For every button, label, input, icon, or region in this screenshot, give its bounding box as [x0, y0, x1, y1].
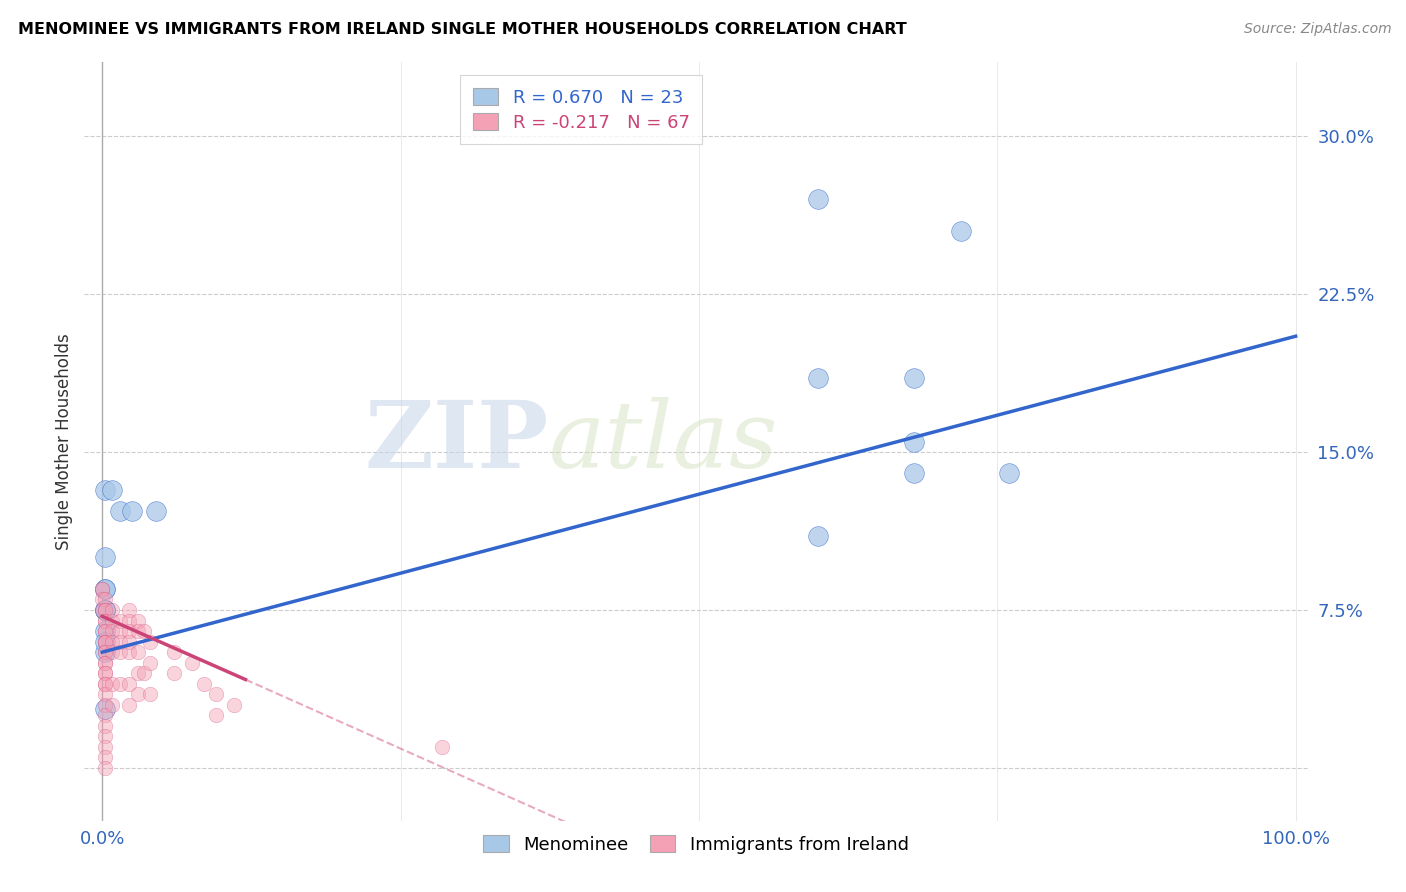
Point	[93, 730, 115, 744]
Point	[903, 434, 925, 449]
Point	[108, 634, 131, 648]
Point	[93, 624, 115, 639]
Point	[93, 634, 115, 648]
Point	[132, 624, 155, 639]
Text: ZIP: ZIP	[366, 397, 550, 486]
Point	[163, 645, 186, 659]
Point	[93, 614, 115, 628]
Point	[93, 603, 115, 617]
Point	[117, 603, 139, 617]
Point	[101, 624, 124, 639]
Point	[101, 677, 124, 691]
Text: Source: ZipAtlas.com: Source: ZipAtlas.com	[1244, 22, 1392, 37]
Point	[108, 645, 131, 659]
Text: MENOMINEE VS IMMIGRANTS FROM IRELAND SINGLE MOTHER HOUSEHOLDS CORRELATION CHART: MENOMINEE VS IMMIGRANTS FROM IRELAND SIN…	[18, 22, 907, 37]
Point	[117, 634, 139, 648]
Point	[93, 645, 115, 659]
Point	[91, 592, 114, 607]
Point	[93, 702, 115, 716]
Point	[93, 603, 115, 617]
Point	[93, 656, 115, 670]
Point	[163, 666, 186, 681]
Point	[204, 708, 226, 723]
Point	[93, 624, 115, 639]
Point	[93, 634, 115, 648]
Point	[903, 466, 925, 480]
Point	[93, 708, 115, 723]
Point	[91, 582, 114, 596]
Point	[93, 634, 115, 648]
Point	[93, 666, 115, 681]
Point	[93, 550, 115, 565]
Point	[108, 504, 131, 518]
Point	[93, 666, 115, 681]
Point	[93, 603, 115, 617]
Point	[101, 634, 124, 648]
Point	[180, 656, 202, 670]
Point	[93, 656, 115, 670]
Point	[91, 603, 114, 617]
Point	[93, 750, 115, 764]
Point	[139, 687, 162, 701]
Point	[93, 739, 115, 754]
Point	[93, 483, 115, 497]
Text: atlas: atlas	[550, 397, 779, 486]
Point	[108, 624, 131, 639]
Point	[91, 582, 114, 596]
Point	[127, 666, 149, 681]
Point	[807, 529, 830, 543]
Point	[108, 677, 131, 691]
Point	[93, 614, 115, 628]
Point	[93, 645, 115, 659]
Point	[93, 603, 115, 617]
Point	[93, 761, 115, 775]
Point	[807, 192, 830, 206]
Point	[127, 687, 149, 701]
Point	[101, 483, 124, 497]
Point	[93, 645, 115, 659]
Point	[127, 624, 149, 639]
Point	[93, 677, 115, 691]
Point	[93, 603, 115, 617]
Point	[432, 739, 454, 754]
Point	[807, 371, 830, 385]
Point	[145, 504, 167, 518]
Point	[204, 687, 226, 701]
Legend: Menominee, Immigrants from Ireland: Menominee, Immigrants from Ireland	[477, 828, 915, 861]
Point	[93, 634, 115, 648]
Point	[139, 656, 162, 670]
Point	[101, 603, 124, 617]
Point	[132, 666, 155, 681]
Point	[121, 504, 143, 518]
Point	[117, 698, 139, 712]
Point	[903, 371, 925, 385]
Point	[101, 698, 124, 712]
Point	[93, 592, 115, 607]
Point	[93, 698, 115, 712]
Y-axis label: Single Mother Households: Single Mother Households	[55, 334, 73, 549]
Point	[93, 582, 115, 596]
Point	[117, 614, 139, 628]
Point	[117, 645, 139, 659]
Point	[93, 719, 115, 733]
Point	[222, 698, 245, 712]
Point	[193, 677, 215, 691]
Point	[93, 687, 115, 701]
Point	[127, 614, 149, 628]
Point	[93, 677, 115, 691]
Point	[139, 634, 162, 648]
Point	[127, 645, 149, 659]
Point	[117, 624, 139, 639]
Point	[108, 614, 131, 628]
Point	[93, 582, 115, 596]
Point	[998, 466, 1021, 480]
Point	[950, 224, 973, 238]
Point	[93, 624, 115, 639]
Point	[101, 614, 124, 628]
Point	[101, 645, 124, 659]
Point	[117, 677, 139, 691]
